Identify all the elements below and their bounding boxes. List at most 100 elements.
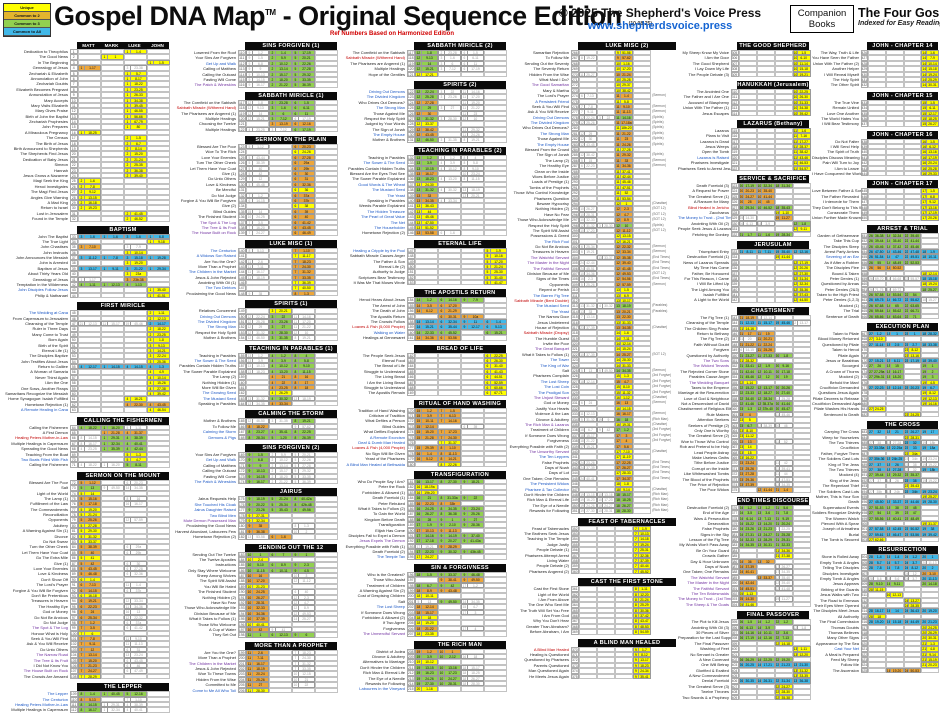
passage-label: Sentence of Death bbox=[812, 314, 861, 319]
gospel-ref-cell bbox=[597, 629, 615, 634]
gospel-ref-cell bbox=[124, 674, 147, 679]
gospel-ref-cell bbox=[461, 390, 484, 395]
passage-index: 437 bbox=[861, 121, 869, 126]
passage-label: He Meets Jesus Again bbox=[509, 674, 571, 679]
passage-index: 450 bbox=[861, 215, 869, 220]
section-header: TEACHING IN PARABLES (1) bbox=[245, 345, 337, 353]
passage-index: 154 bbox=[238, 335, 247, 340]
gospel-ref-cell bbox=[484, 230, 507, 235]
section-header: EXECUTION PLAN bbox=[867, 323, 938, 331]
section-header: HANUKKAH (Jerusalem) bbox=[737, 81, 809, 89]
gospel-ref-cell bbox=[775, 166, 793, 171]
gospel-ref-cell bbox=[438, 554, 461, 559]
gospel-ref-cell bbox=[315, 82, 338, 87]
passage-index: 503 bbox=[861, 537, 869, 542]
passage-index: 148 bbox=[238, 291, 247, 296]
gospel-ref-cell bbox=[615, 629, 633, 634]
gospel-ref-cell bbox=[921, 314, 939, 319]
section-header: FIRST MIRICLE bbox=[77, 302, 169, 310]
gospel-ref-cell bbox=[147, 674, 170, 679]
passage-label: They Set Out bbox=[172, 632, 238, 637]
gospel-ref-cell bbox=[775, 297, 793, 302]
passage-index: 375 bbox=[731, 487, 739, 492]
passage-label: Philip & Nathanael bbox=[2, 293, 70, 298]
passage-index: 360 bbox=[571, 569, 580, 574]
gospel-ref-cell bbox=[886, 412, 904, 417]
passage-index: 482 bbox=[861, 412, 869, 417]
gospel-ref-cell bbox=[461, 631, 484, 636]
passage-label: Jesus Escapes bbox=[678, 111, 731, 116]
gospel-ref-cell bbox=[484, 137, 507, 142]
passage-index: 32 bbox=[70, 216, 79, 221]
section-header: ETERNAL LIFE bbox=[414, 240, 506, 248]
website-link[interactable]: www.shepherdsvoice.press bbox=[555, 20, 765, 32]
passage-label: Mother & Brothers bbox=[172, 335, 238, 340]
gospel-ref-cell bbox=[315, 401, 338, 406]
passage-label: Demons & Pigs bbox=[172, 435, 238, 440]
gospel-ref-cell bbox=[739, 487, 757, 492]
passage-label: Proclaiming the Good News bbox=[172, 291, 238, 296]
passage-index: 112 bbox=[70, 707, 79, 712]
legend-item: Common to All bbox=[4, 28, 50, 36]
gospel-ref-cell bbox=[484, 554, 507, 559]
passage-index: 161 bbox=[407, 335, 416, 340]
gospel-ref-cell bbox=[886, 82, 904, 87]
gospel-header-matt: MATT bbox=[77, 42, 100, 49]
gospel-ref-cell bbox=[793, 487, 811, 492]
gospel-header-luke: LUKE bbox=[123, 42, 146, 49]
section-header: SERMON ON THE MOUNT bbox=[77, 472, 169, 480]
gospel-ref-cell bbox=[147, 216, 170, 221]
passage-index: 342 bbox=[731, 297, 739, 302]
passage-index: 198 bbox=[238, 632, 247, 637]
passage-label: Union Further Made Known bbox=[812, 215, 861, 220]
gospel-ref-cell bbox=[315, 291, 338, 296]
section-header: SABBATH MIRICLE (1) bbox=[245, 92, 337, 100]
gospel-ref-cell bbox=[757, 111, 775, 116]
gospel-ref-cell bbox=[315, 479, 338, 484]
passage-label: It Was Me That Moses Wrote bbox=[339, 280, 407, 285]
passage-index: 369 bbox=[571, 629, 580, 634]
gospel-ref-cell bbox=[579, 569, 597, 574]
gospel-ref-cell bbox=[886, 537, 904, 542]
companion-line1: Companion bbox=[793, 8, 851, 19]
passage-index: 180 bbox=[407, 462, 416, 467]
